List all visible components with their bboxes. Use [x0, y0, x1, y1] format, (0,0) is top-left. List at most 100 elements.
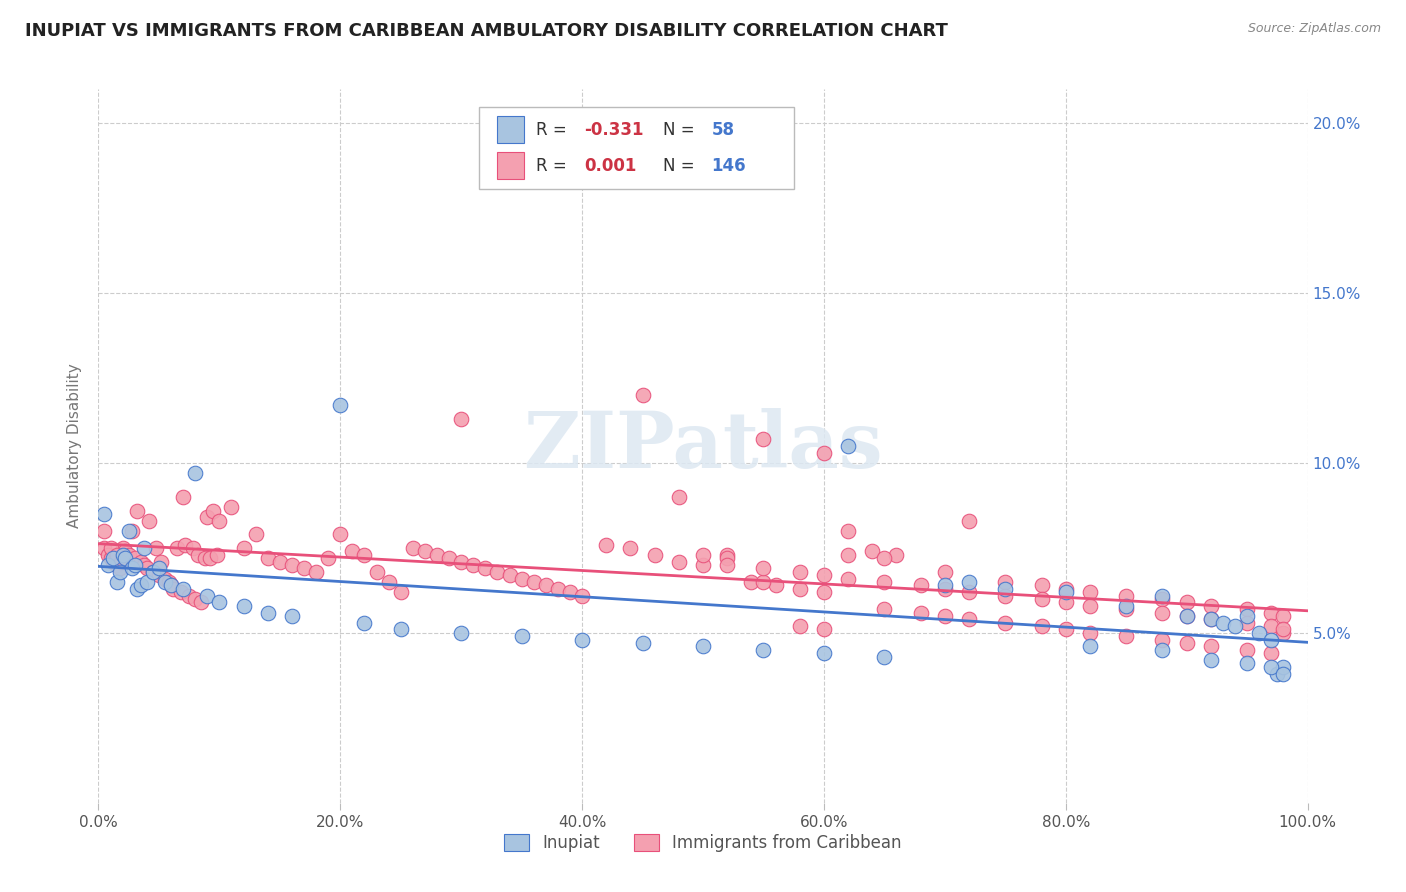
Text: -0.331: -0.331	[585, 121, 644, 139]
Point	[114, 551, 136, 566]
Point	[1152, 589, 1174, 603]
Point	[93, 541, 115, 555]
FancyBboxPatch shape	[479, 107, 793, 189]
Point	[1249, 626, 1271, 640]
Point	[195, 510, 218, 524]
Point	[413, 544, 436, 558]
Point	[232, 599, 254, 613]
Point	[1031, 591, 1053, 606]
Point	[740, 574, 762, 589]
Point	[121, 524, 143, 538]
Point	[97, 548, 120, 562]
Point	[957, 574, 980, 589]
Point	[208, 595, 231, 609]
Point	[1260, 646, 1282, 660]
Point	[1152, 606, 1174, 620]
Point	[860, 544, 883, 558]
Point	[692, 558, 714, 572]
Point	[595, 537, 617, 551]
Point	[153, 574, 176, 589]
Point	[716, 548, 738, 562]
Point	[1260, 632, 1282, 647]
Point	[837, 548, 859, 562]
Point	[160, 578, 183, 592]
Point	[389, 585, 412, 599]
Point	[1152, 591, 1174, 606]
Point	[101, 555, 124, 569]
Point	[619, 541, 641, 555]
Point	[534, 578, 557, 592]
Text: R =: R =	[536, 157, 572, 175]
Point	[1054, 623, 1077, 637]
Point	[179, 589, 201, 603]
Point	[1236, 602, 1258, 616]
Point	[1236, 608, 1258, 623]
Point	[558, 585, 581, 599]
Point	[245, 527, 267, 541]
Point	[668, 490, 690, 504]
Point	[813, 623, 835, 637]
Text: Source: ZipAtlas.com: Source: ZipAtlas.com	[1247, 22, 1381, 36]
Point	[498, 568, 520, 582]
Point	[873, 649, 896, 664]
Point	[111, 541, 134, 555]
Text: R =: R =	[536, 121, 572, 139]
Point	[1115, 589, 1137, 603]
Point	[166, 541, 188, 555]
Point	[523, 574, 546, 589]
Point	[1212, 615, 1234, 630]
Point	[752, 432, 775, 446]
Point	[994, 574, 1017, 589]
Point	[1199, 653, 1222, 667]
Point	[353, 615, 375, 630]
Point	[692, 548, 714, 562]
Point	[305, 565, 328, 579]
Point	[510, 572, 533, 586]
Point	[437, 551, 460, 566]
Point	[1175, 608, 1198, 623]
Point	[789, 619, 811, 633]
Point	[198, 551, 221, 566]
Point	[1115, 629, 1137, 643]
Point	[426, 548, 449, 562]
Point	[281, 558, 304, 572]
Point	[789, 565, 811, 579]
Point	[142, 565, 165, 579]
Point	[97, 558, 120, 572]
Point	[108, 565, 131, 579]
Point	[221, 500, 243, 515]
Point	[1236, 615, 1258, 630]
Point	[129, 578, 152, 592]
Point	[752, 561, 775, 575]
Point	[110, 555, 132, 569]
Point	[105, 574, 128, 589]
Point	[187, 548, 209, 562]
Point	[668, 555, 690, 569]
Point	[1199, 640, 1222, 654]
Point	[1223, 619, 1246, 633]
Point	[994, 615, 1017, 630]
Point	[169, 585, 191, 599]
Point	[1272, 660, 1295, 674]
Point	[134, 558, 156, 572]
Point	[190, 595, 212, 609]
Point	[148, 561, 170, 575]
Point	[129, 555, 152, 569]
Point	[93, 524, 115, 538]
Point	[631, 636, 654, 650]
Point	[232, 541, 254, 555]
Point	[1078, 599, 1101, 613]
Point	[1078, 585, 1101, 599]
Point	[105, 558, 128, 572]
Point	[153, 572, 176, 586]
Point	[150, 555, 173, 569]
Point	[571, 632, 593, 647]
Point	[181, 541, 204, 555]
Point	[957, 612, 980, 626]
Point	[172, 490, 194, 504]
Point	[813, 646, 835, 660]
Point	[135, 574, 157, 589]
Point	[172, 582, 194, 596]
Point	[281, 608, 304, 623]
Point	[789, 582, 811, 596]
